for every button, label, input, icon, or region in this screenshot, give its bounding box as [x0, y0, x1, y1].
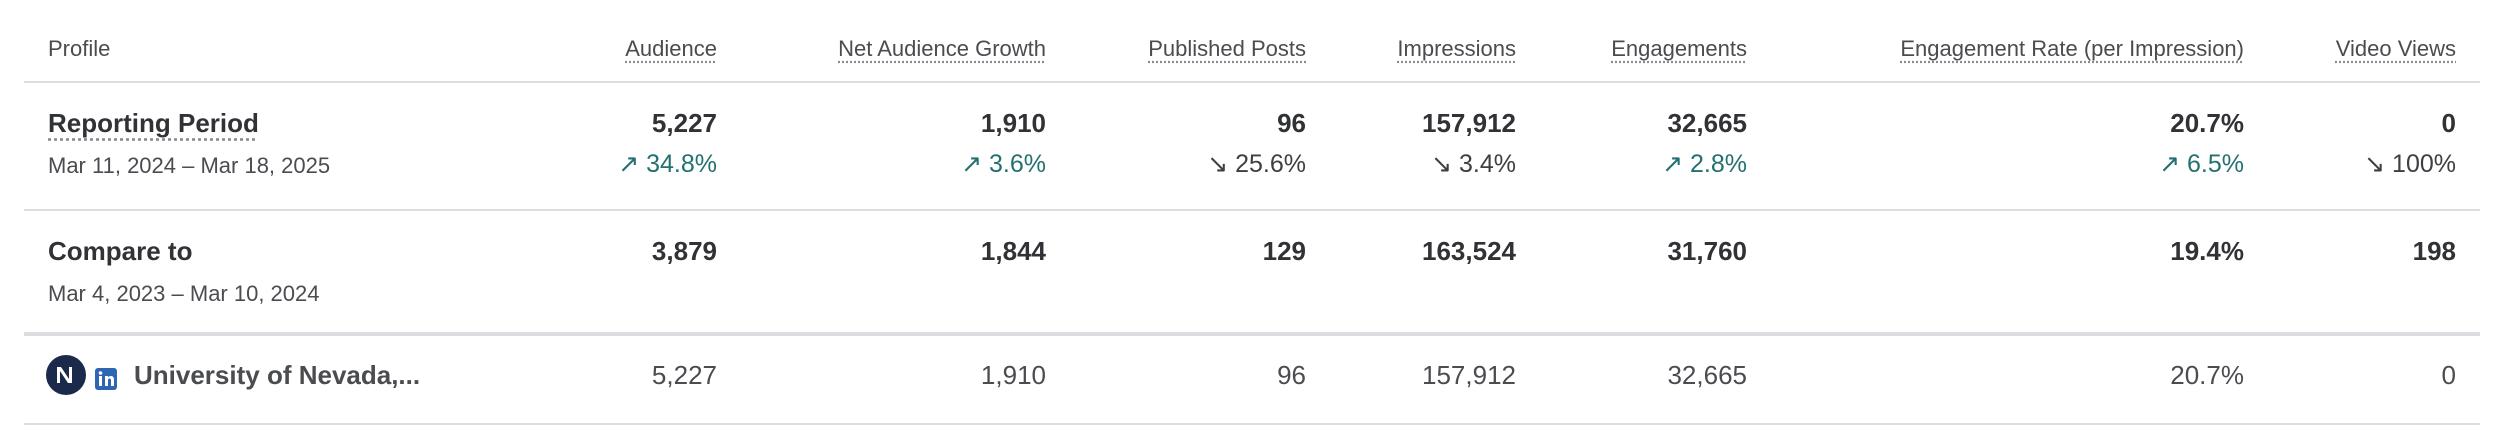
metric-value: 1,910: [980, 108, 1046, 138]
linkedin-icon: [95, 368, 117, 390]
column-header: Impressions: [1397, 36, 1516, 61]
metric-value: 96: [1277, 108, 1306, 138]
column-header: Net Audience Growth: [838, 36, 1046, 61]
row-title: Reporting Period: [48, 108, 259, 138]
metric-value: 32,665: [1667, 108, 1747, 138]
metric-change: ↗ 6.5%: [2159, 150, 2244, 178]
metric-value: 0: [2441, 108, 2456, 138]
metric-value: 198: [2412, 236, 2456, 266]
metric-value: 31,760: [1667, 236, 1747, 266]
column-header: Audience: [625, 36, 717, 61]
metric-value: 1,844: [980, 236, 1046, 266]
metric-value: 5,227: [651, 108, 717, 138]
metric-value: 157,912: [1422, 360, 1516, 390]
metric-change: ↗ 3.6%: [961, 150, 1046, 178]
metric-value: 0: [2441, 360, 2456, 390]
metric-change: ↘ 25.6%: [1207, 150, 1306, 178]
profile-name: University of Nevada,...: [134, 360, 421, 390]
profile-avatar: [46, 355, 86, 395]
metric-change: ↘ 100%: [2364, 150, 2456, 178]
column-header: Published Posts: [1148, 36, 1306, 61]
metric-value: 20.7%: [2170, 108, 2244, 138]
metric-value: 157,912: [1422, 108, 1516, 138]
metric-change: ↗ 2.8%: [1662, 150, 1747, 178]
metric-change: ↗ 34.8%: [618, 150, 717, 178]
column-header: Video Views: [2335, 36, 2456, 61]
row-title: Compare to: [48, 236, 193, 266]
metric-value: 20.7%: [2170, 360, 2244, 390]
date-range: Mar 11, 2024 – Mar 18, 2025: [48, 153, 331, 178]
column-header: Profile: [48, 36, 111, 61]
column-header: Engagement Rate (per Impression): [1900, 36, 2244, 61]
metric-value: 32,665: [1667, 360, 1747, 390]
row-divider: [24, 209, 2480, 211]
row-divider: [24, 332, 2480, 336]
metric-value: 3,879: [651, 236, 717, 266]
row-divider: [24, 423, 2480, 425]
metric-value: 163,524: [1422, 236, 1516, 266]
metric-change: ↘ 3.4%: [1431, 150, 1516, 178]
metric-value: 96: [1277, 360, 1306, 390]
metric-value: 1,910: [980, 360, 1046, 390]
metric-value: 19.4%: [2170, 236, 2244, 266]
date-range: Mar 4, 2023 – Mar 10, 2024: [48, 281, 320, 306]
column-header: Engagements: [1611, 36, 1747, 61]
metric-value: 5,227: [651, 360, 717, 390]
metric-value: 129: [1262, 236, 1306, 266]
header-divider: [24, 81, 2480, 83]
